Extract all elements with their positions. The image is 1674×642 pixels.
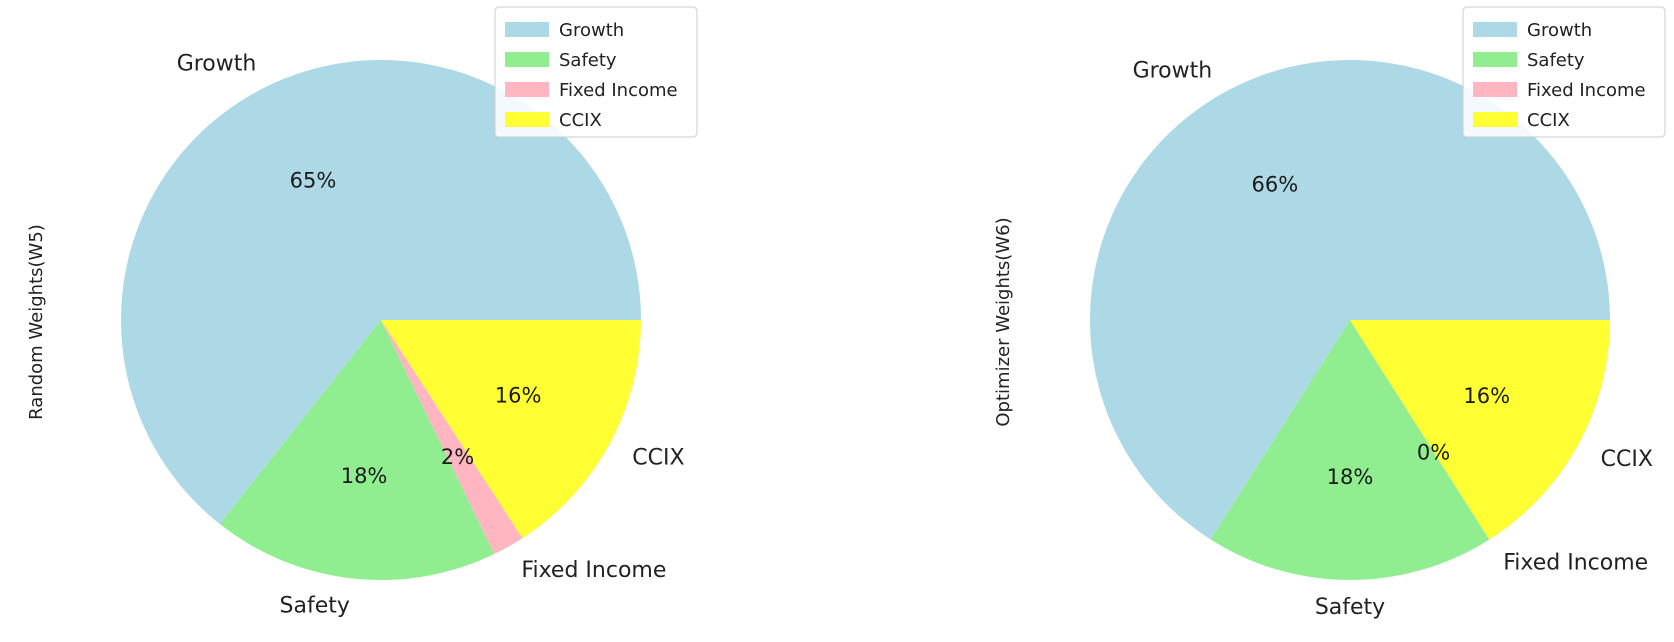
random-weights-w5--pct-ccix: 16% — [495, 383, 542, 407]
random-weights-ylabel: Random Weights(W5) — [26, 224, 47, 420]
optimizer-weights-w6--label-safety: Safety — [1315, 595, 1385, 620]
random-weights-w5--pct-growth: 65% — [290, 169, 337, 193]
optimizer-weights-ylabel: Optimizer Weights(W6) — [993, 217, 1014, 426]
optimizer-weights-w6--label-growth: Growth — [1133, 58, 1213, 83]
optimizer-weights-w6--pct-ccix: 16% — [1463, 384, 1510, 408]
random-weights-legend: Growth Safety Fixed Income CCIX — [494, 6, 698, 138]
optimizer-weights-w6--legend-label-safety: Safety — [1527, 50, 1585, 71]
random-weights-w5--legend-swatch-safety — [505, 52, 549, 67]
random-weights-w5--label-fixed-income: Fixed Income — [521, 558, 666, 583]
random-weights-w5--legend-swatch-ccix — [505, 112, 549, 127]
random-weights-w5--legend-label-ccix: CCIX — [559, 110, 602, 131]
optimizer-weights-w6--label-fixed-income: Fixed Income — [1503, 550, 1648, 575]
optimizer-weights-w6--legend-swatch-ccix — [1473, 112, 1517, 127]
optimizer-weights-w6--legend-swatch-fixed-income — [1473, 82, 1517, 97]
random-weights-w5--legend-label-growth: Growth — [559, 20, 624, 41]
random-weights-w5--label-growth: Growth — [177, 52, 257, 77]
optimizer-weights-w6--label-ccix: CCIX — [1601, 447, 1653, 472]
random-weights-w5--legend-swatch-fixed-income — [505, 82, 549, 97]
optimizer-weights-w6--pct-growth: 66% — [1252, 172, 1299, 196]
random-weights-w5--slice-growth — [121, 60, 642, 524]
random-weights-w5--pct-safety: 18% — [341, 464, 388, 488]
random-weights-labels: Growth 65% Safety 18% Fixed Income 2% CCIX 16% — [177, 52, 685, 619]
random-weights-w5--slice-safety — [219, 320, 495, 580]
random-weights-w5--legend-swatch-growth — [505, 22, 549, 37]
optimizer-weights-w6--legend-swatch-growth — [1473, 22, 1517, 37]
random-weights-w5--label-safety: Safety — [280, 593, 350, 618]
random-weights-w5--legend-label-safety: Safety — [559, 50, 617, 71]
optimizer-weights-legend: Growth Safety Fixed Income CCIX — [1462, 6, 1666, 138]
optimizer-weights-w6--legend-label-growth: Growth — [1527, 20, 1592, 41]
optimizer-weights-w6--pct-safety: 18% — [1327, 465, 1374, 489]
optimizer-weights-w6--legend-label-ccix: CCIX — [1527, 110, 1570, 131]
random-weights-slices — [121, 60, 642, 580]
random-weights-pie-chart: Random Weights(W5) Growth 65% Safety 18% Fix… — [26, 6, 698, 619]
random-weights-w5--label-ccix: CCIX — [632, 446, 684, 471]
optimizer-weights-labels: Growth 66% Safety 18% Fixed Income 0% CCIX 16% — [1133, 58, 1653, 620]
random-weights-w5--slice-ccix — [381, 320, 641, 539]
optimizer-weights-w6--slice-ccix — [1350, 320, 1610, 540]
random-weights-w5--pct-fixed-income: 2% — [441, 445, 474, 469]
optimizer-weights-w6--slice-growth — [1090, 59, 1610, 540]
random-weights-w5--legend-label-fixed-income: Fixed Income — [559, 80, 678, 101]
optimizer-weights-pie-chart: Optimizer Weights(W6) Growth 66% Safety 18%… — [993, 6, 1666, 620]
random-weights-w5--legend-box — [494, 6, 698, 138]
random-weights-w5--slice-fixed-income — [381, 320, 523, 555]
optimizer-weights-w6--legend-label-fixed-income: Fixed Income — [1527, 80, 1646, 101]
optimizer-weights-w6--legend-swatch-safety — [1473, 52, 1517, 67]
optimizer-weights-slices — [1090, 59, 1610, 580]
optimizer-weights-w6--pct-fixed-income: 0% — [1417, 441, 1450, 465]
optimizer-weights-w6--slice-safety — [1210, 320, 1490, 580]
optimizer-weights-w6--legend-box — [1462, 6, 1666, 138]
